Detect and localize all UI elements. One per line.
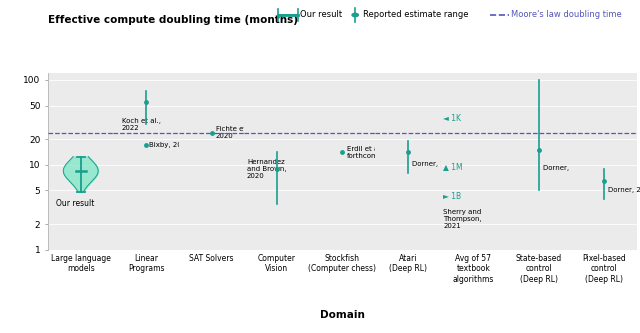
X-axis label: Atari
(Deep RL): Atari (Deep RL) — [389, 254, 427, 273]
Text: Fichte et al.,
2020: Fichte et al., 2020 — [216, 126, 259, 139]
Text: Domain: Domain — [320, 310, 365, 320]
X-axis label: Computer
Vision: Computer Vision — [258, 254, 296, 273]
Text: Our result: Our result — [56, 199, 95, 208]
Text: ► 1B: ► 1B — [444, 192, 461, 201]
Text: Dorner, 2021: Dorner, 2021 — [543, 165, 589, 171]
Text: Dorner, 2021: Dorner, 2021 — [609, 187, 640, 193]
Text: Dorner, 2021: Dorner, 2021 — [412, 162, 458, 167]
Text: Effective compute doubling time (months): Effective compute doubling time (months) — [48, 15, 298, 25]
X-axis label: Large language
models: Large language models — [51, 254, 111, 273]
X-axis label: Avg of 57
textbook
algorithms: Avg of 57 textbook algorithms — [452, 254, 494, 284]
Text: ▲ 1M: ▲ 1M — [444, 162, 463, 171]
Text: Reported estimate range: Reported estimate range — [363, 10, 468, 20]
Text: Our result: Our result — [300, 10, 342, 20]
X-axis label: State-based
control
(Deep RL): State-based control (Deep RL) — [516, 254, 562, 284]
X-axis label: Stockfish
(Computer chess): Stockfish (Computer chess) — [308, 254, 376, 273]
X-axis label: Linear
Programs: Linear Programs — [128, 254, 164, 273]
Text: Koch et al.,
2022: Koch et al., 2022 — [122, 118, 161, 131]
Text: Hernandez
and Brown,
2020: Hernandez and Brown, 2020 — [247, 159, 287, 179]
Text: Sherry and
Thompson,
2021: Sherry and Thompson, 2021 — [444, 209, 482, 229]
X-axis label: Pixel-based
control
(Deep RL): Pixel-based control (Deep RL) — [582, 254, 626, 284]
Text: Erdil et al.,
forthcoming: Erdil et al., forthcoming — [347, 146, 389, 159]
Text: ◄ 1K: ◄ 1K — [444, 114, 461, 123]
Text: Moore's law doubling time: Moore's law doubling time — [511, 10, 621, 20]
X-axis label: SAT Solvers: SAT Solvers — [189, 254, 234, 263]
Text: Bixby, 2002: Bixby, 2002 — [149, 142, 191, 148]
